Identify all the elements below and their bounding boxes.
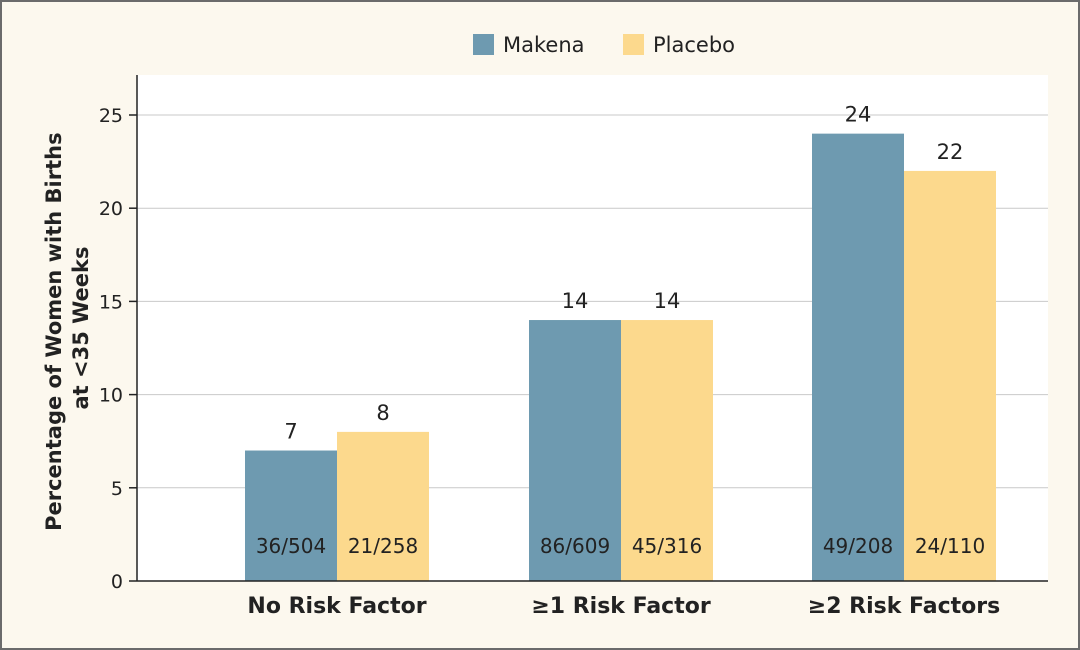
value-label-placebo-ge2-risk-factors: 22: [937, 140, 964, 164]
legend-swatch-placebo: [623, 34, 644, 55]
value-label-makena-ge2-risk-factors: 24: [845, 103, 872, 127]
count-label-makena-ge2-risk-factors: 49/208: [823, 534, 893, 558]
legend-label-placebo: Placebo: [653, 33, 735, 57]
count-label-placebo-ge2-risk-factors: 24/110: [915, 534, 985, 558]
bar-makena-no-risk-factor: [245, 450, 337, 581]
legend: Makena Placebo: [473, 33, 735, 57]
y-tick-label-10: 10: [99, 385, 123, 407]
x-category-label-ge1-risk-factor: ≥1 Risk Factor: [531, 594, 711, 619]
bar-makena-ge2-risk-factors: [812, 133, 904, 581]
value-label-placebo-no-risk-factor: 8: [376, 401, 389, 425]
value-label-placebo-ge1-risk-factor: 14: [654, 289, 681, 313]
bar-placebo-no-risk-factor: [337, 431, 429, 581]
count-label-placebo-ge1-risk-factor: 45/316: [632, 534, 702, 558]
value-label-makena-no-risk-factor: 7: [284, 420, 297, 444]
y-tick-label-20: 20: [99, 198, 123, 220]
y-axis-label: Percentage of Women with Births at <35 W…: [42, 125, 93, 531]
y-tick-label-25: 25: [99, 105, 123, 127]
y-axis-label-line-2: at <35 Weeks: [69, 246, 93, 409]
count-label-makena-no-risk-factor: 36/504: [256, 534, 326, 558]
y-tick-label-15: 15: [99, 291, 123, 313]
x-category-label-no-risk-factor: No Risk Factor: [247, 594, 426, 619]
x-category-label-ge2-risk-factors: ≥2 Risk Factors: [808, 594, 1000, 619]
bar-placebo-ge1-risk-factor: [621, 320, 713, 581]
count-label-makena-ge1-risk-factor: 86/609: [540, 534, 610, 558]
legend-swatch-makena: [473, 34, 494, 55]
y-axis-label-line-1: Percentage of Women with Births: [42, 132, 66, 530]
bar-makena-ge1-risk-factor: [529, 320, 621, 581]
y-tick-label-0: 0: [111, 571, 123, 593]
count-label-placebo-no-risk-factor: 21/258: [348, 534, 418, 558]
bar-placebo-ge2-risk-factors: [904, 170, 996, 582]
legend-label-makena: Makena: [503, 33, 585, 57]
value-label-makena-ge1-risk-factor: 14: [562, 289, 589, 313]
y-tick-label-5: 5: [111, 478, 123, 500]
